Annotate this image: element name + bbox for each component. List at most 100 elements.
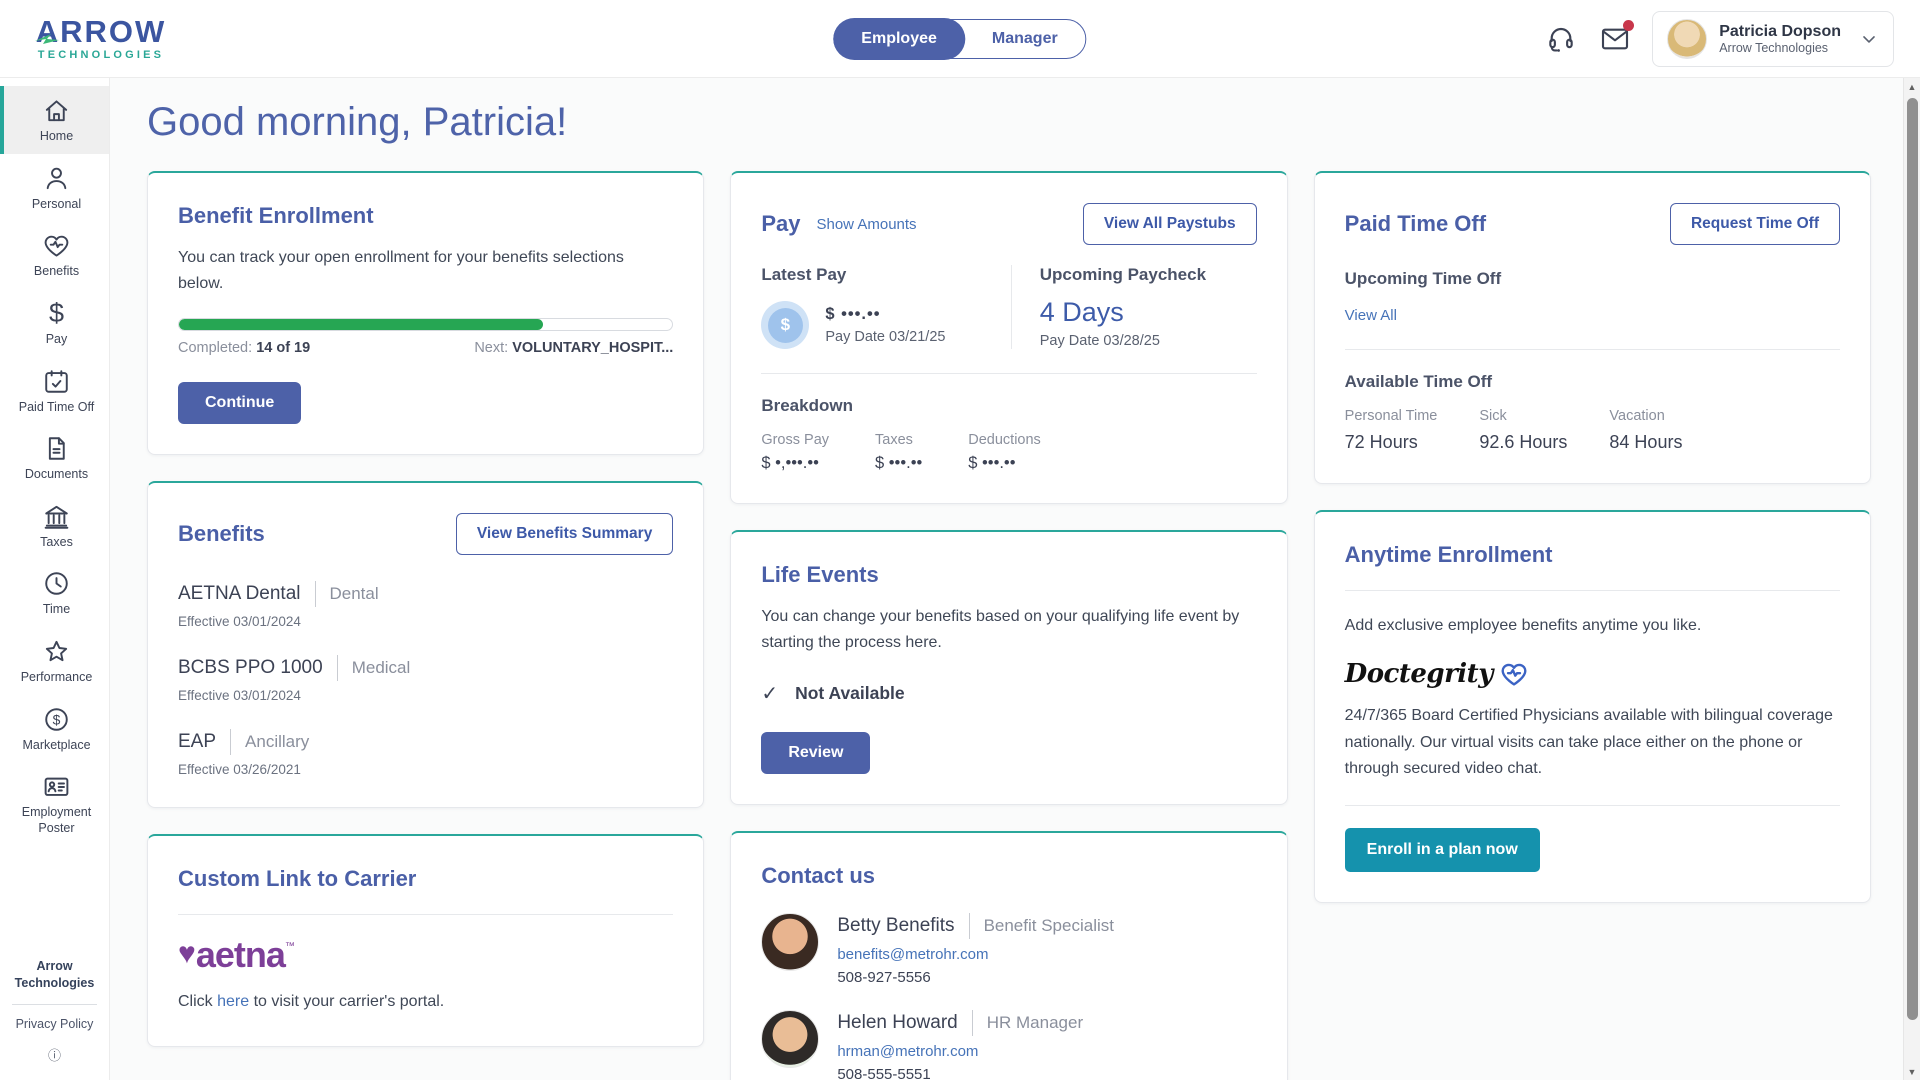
calendar-check-icon	[45, 369, 68, 393]
paid-time-off-card: Paid Time Off Request Time Off Upcoming …	[1313, 171, 1871, 484]
sidebar-item-personal[interactable]: Personal	[0, 154, 109, 222]
id-card-icon	[44, 777, 69, 797]
contact-avatar	[761, 1009, 820, 1068]
doctegrity-logo: Doctegrity	[1345, 659, 1840, 689]
carrier-link-title: Custom Link to Carrier	[178, 865, 417, 891]
sidebar-item-marketplace[interactable]: $ Marketplace	[0, 695, 109, 763]
main-content: Good morning, Patricia! Benefit Enrollme…	[110, 78, 1903, 1080]
pto-balance-vacation: Vacation 84 Hours	[1609, 408, 1683, 452]
carrier-link-card: Custom Link to Carrier ♥ aetna ™ Click h…	[147, 833, 705, 1047]
divider	[761, 373, 1257, 374]
trademark-symbol: ™	[284, 940, 295, 952]
enrollment-completed: Completed: 14 of 19	[178, 339, 311, 356]
svg-text:$: $	[53, 711, 61, 727]
request-time-off-button[interactable]: Request Time Off	[1669, 203, 1840, 245]
contact-us-title: Contact us	[761, 862, 876, 888]
top-header: ARROW TECHNOLOGIES Employee Manager	[0, 0, 1920, 78]
aetna-heart-icon: ♥	[178, 936, 196, 970]
divider	[968, 912, 970, 939]
scrollbar-down-arrow[interactable]: ▼	[1907, 1066, 1917, 1077]
sidebar-item-home[interactable]: Home	[0, 86, 109, 154]
dollar-circle-icon: $	[45, 707, 68, 731]
view-all-paystubs-button[interactable]: View All Paystubs	[1082, 203, 1257, 245]
heart-pulse-icon	[44, 235, 69, 257]
chevron-down-icon	[1863, 35, 1875, 43]
pto-balance-personal: Personal Time 72 Hours	[1344, 408, 1438, 452]
messages-icon[interactable]	[1598, 19, 1635, 56]
logo-text: ARROW	[35, 14, 167, 49]
life-events-description: You can change your benefits based on yo…	[761, 608, 1240, 652]
upcoming-pay-date: Pay Date 03/28/25	[1039, 333, 1160, 349]
life-events-status: Not Available	[795, 682, 905, 703]
carrier-portal-link[interactable]: here	[217, 993, 250, 1011]
enrollment-next: Next: VOLUNTARY_HOSPIT...	[474, 339, 674, 356]
star-icon	[45, 640, 68, 662]
sidebar-item-pay[interactable]: $ Pay	[45, 297, 68, 346]
upcoming-paycheck-days: 4 Days	[1039, 297, 1124, 327]
view-benefits-summary-button[interactable]: View Benefits Summary	[455, 512, 674, 555]
sidebar-item-employment-poster[interactable]: Employment Poster	[0, 762, 109, 845]
carrier-link-text: Click here to visit your carrier's porta…	[178, 993, 445, 1011]
sidebar-item-taxes[interactable]: Taxes	[0, 492, 109, 560]
toggle-manager[interactable]: Manager	[991, 29, 1058, 47]
contact-email-link[interactable]: hrman@metrohr.com	[837, 1042, 979, 1060]
enroll-plan-button[interactable]: Enroll in a plan now	[1344, 827, 1540, 872]
company-logo[interactable]: ARROW TECHNOLOGIES	[26, 16, 176, 61]
benefit-enrollment-card: Benefit Enrollment You can track your op…	[147, 171, 705, 455]
sidebar-item-benefits[interactable]: Benefits	[0, 221, 109, 289]
divider	[1344, 590, 1840, 591]
view-all-link[interactable]: View All	[1344, 307, 1397, 324]
enrollment-progress-bar	[178, 317, 674, 331]
sidebar-item-time[interactable]: Time	[0, 559, 109, 627]
scrollbar-up-arrow[interactable]: ▲	[1907, 81, 1917, 92]
profile-menu[interactable]: Patricia Dopson Arrow Technologies	[1652, 10, 1894, 67]
divider	[178, 913, 674, 915]
document-icon	[48, 437, 65, 460]
benefit-plan-row[interactable]: BCBS PPO 1000 Medical Effective 03/01/20…	[178, 654, 411, 703]
divider	[314, 580, 316, 607]
check-icon: ✓	[761, 682, 779, 705]
bank-icon	[44, 505, 69, 529]
benefit-plan-row[interactable]: AETNA Dental Dental Effective 03/01/2024	[178, 580, 379, 629]
anytime-enrollment-title: Anytime Enrollment	[1344, 542, 1553, 567]
breakdown-label: Breakdown	[761, 396, 853, 415]
anytime-enrollment-card: Anytime Enrollment Add exclusive employe…	[1313, 510, 1871, 903]
person-icon	[46, 167, 67, 189]
sidebar-item-paid-time-off[interactable]: Paid Time Off	[0, 357, 109, 425]
show-amounts-link[interactable]: Show Amounts	[816, 215, 917, 233]
contact-avatar	[761, 912, 820, 971]
sidebar-item-documents[interactable]: Documents	[0, 424, 109, 492]
scrollbar-thumb[interactable]	[1907, 98, 1918, 1020]
continue-button[interactable]: Continue	[178, 381, 302, 424]
logo-subtext: TECHNOLOGIES	[37, 49, 165, 61]
contact-phone: 508-555-5551	[837, 1065, 931, 1080]
benefit-enrollment-description: You can track your open enrollment for y…	[178, 249, 624, 293]
user-name: Patricia Dopson	[1719, 22, 1841, 40]
breakdown-deductions: Deductions $ •••.••	[968, 432, 1041, 472]
aetna-logo: ♥ aetna ™	[178, 933, 295, 975]
benefits-card: Benefits View Benefits Summary AETNA Den…	[147, 480, 705, 808]
sidebar-divider	[12, 1004, 97, 1005]
user-company: Arrow Technologies	[1719, 41, 1829, 56]
sidebar-item-performance[interactable]: Performance	[0, 627, 109, 695]
divider	[230, 728, 232, 755]
support-headset-icon[interactable]	[1544, 22, 1578, 56]
latest-pay-amount: $ •••.••	[825, 305, 881, 323]
contact-row: Betty Benefits Benefit Specialist benefi…	[761, 912, 1256, 986]
toggle-employee[interactable]: Employee	[833, 17, 965, 60]
pay-title: Pay	[761, 211, 801, 236]
review-button[interactable]: Review	[761, 731, 871, 774]
privacy-policy-link[interactable]: Privacy Policy	[15, 1017, 94, 1031]
info-icon[interactable]: ⓘ	[47, 1048, 61, 1063]
anytime-enrollment-description: 24/7/365 Board Certified Physicians avai…	[1344, 707, 1833, 778]
page-greeting: Good morning, Patricia!	[147, 100, 568, 144]
pay-card: Pay Show Amounts View All Paystubs Lates…	[730, 171, 1288, 504]
dollar-coin-icon: $	[761, 301, 810, 349]
contact-phone: 508-927-5556	[837, 968, 931, 986]
pto-balance-sick: Sick 92.6 Hours	[1479, 408, 1568, 452]
enrollment-progress-fill	[179, 318, 543, 330]
clock-icon	[45, 572, 68, 596]
page-scrollbar[interactable]: ▲ ▼	[1903, 78, 1920, 1080]
benefit-plan-row[interactable]: EAP Ancillary Effective 03/26/2021	[178, 728, 310, 777]
contact-email-link[interactable]: benefits@metrohr.com	[837, 945, 989, 963]
